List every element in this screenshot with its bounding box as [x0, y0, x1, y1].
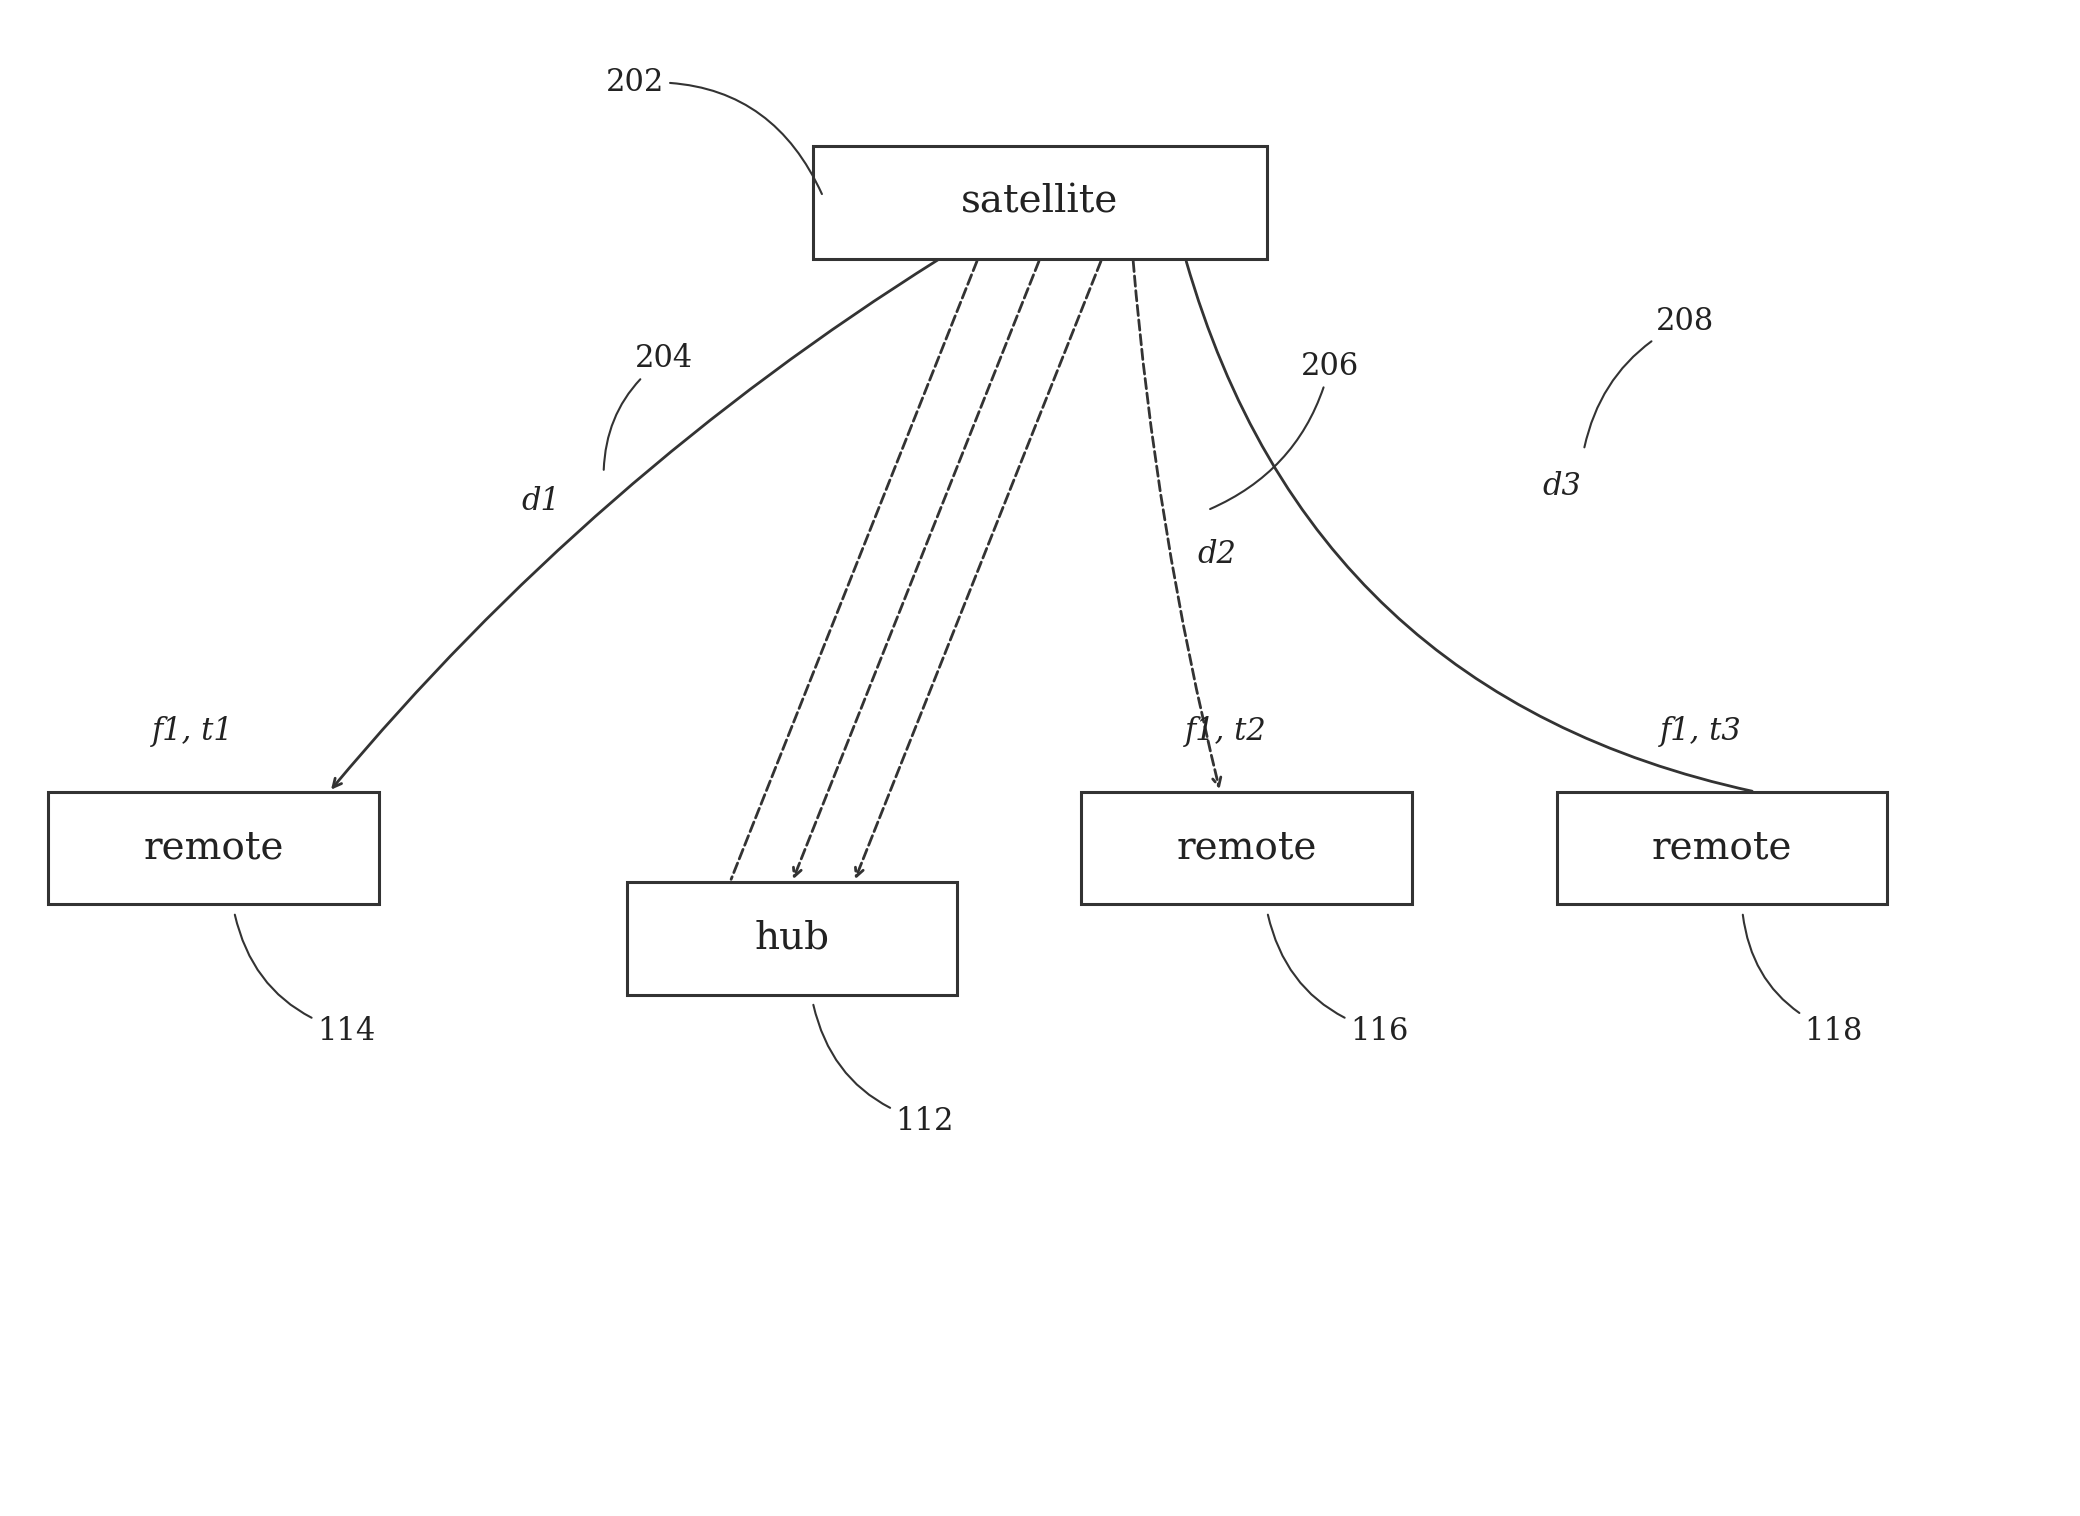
- Text: remote: remote: [1652, 829, 1793, 867]
- Text: remote: remote: [144, 829, 283, 867]
- Text: f1, t1: f1, t1: [152, 716, 233, 747]
- Text: 116: 116: [1269, 914, 1408, 1046]
- Text: f1, t3: f1, t3: [1660, 716, 1743, 747]
- Text: 208: 208: [1585, 306, 1714, 447]
- FancyBboxPatch shape: [1556, 791, 1887, 905]
- Text: satellite: satellite: [961, 183, 1119, 221]
- Text: 118: 118: [1743, 914, 1864, 1046]
- Text: 204: 204: [603, 344, 693, 470]
- FancyBboxPatch shape: [626, 882, 957, 994]
- Text: remote: remote: [1177, 829, 1317, 867]
- Text: d2: d2: [1198, 538, 1236, 570]
- FancyBboxPatch shape: [1082, 791, 1412, 905]
- FancyBboxPatch shape: [48, 791, 379, 905]
- Text: d3: d3: [1543, 471, 1581, 502]
- Text: 206: 206: [1211, 352, 1358, 509]
- Text: 202: 202: [605, 67, 822, 194]
- Text: 114: 114: [235, 914, 374, 1046]
- Text: hub: hub: [755, 920, 830, 957]
- Text: f1, t2: f1, t2: [1186, 716, 1267, 747]
- Text: d1: d1: [520, 487, 560, 517]
- FancyBboxPatch shape: [813, 146, 1267, 259]
- Text: 112: 112: [813, 1005, 955, 1137]
